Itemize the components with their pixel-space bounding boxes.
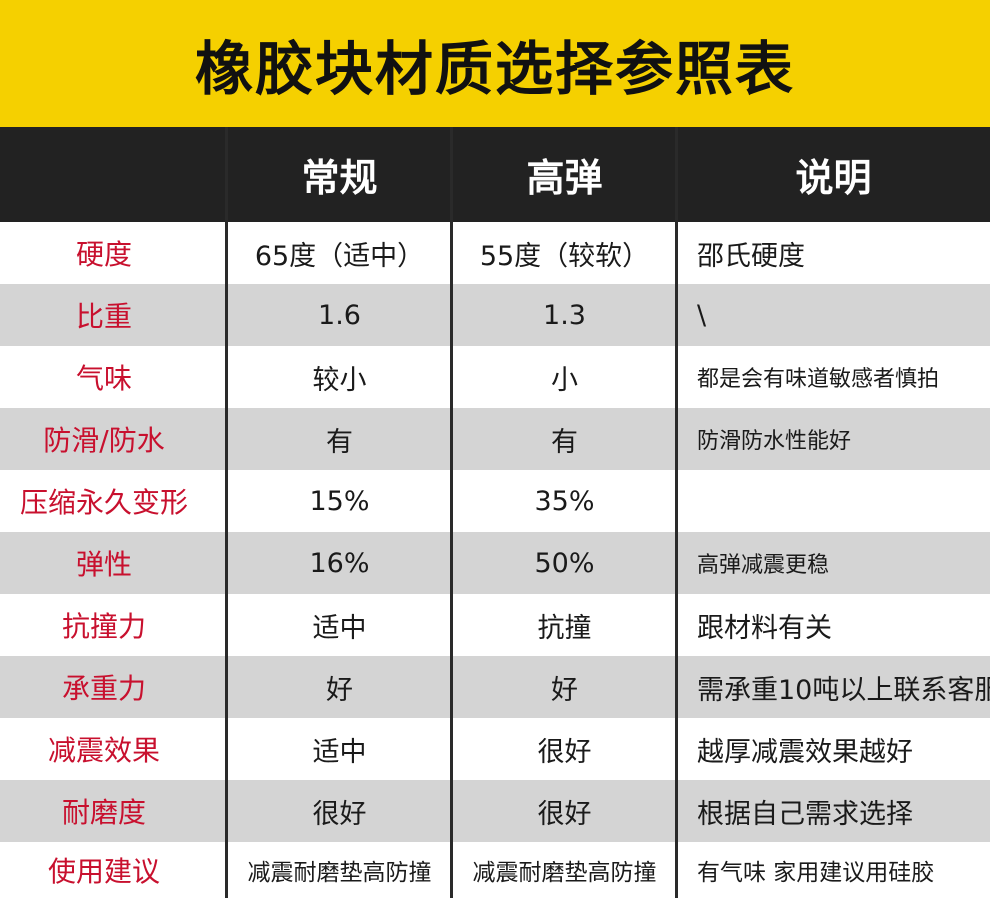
high-elastic-value: 有	[551, 426, 578, 458]
regular-value: 16%	[309, 547, 370, 579]
high-elastic-value: 好	[551, 674, 578, 706]
regular-value: 适中	[312, 612, 367, 644]
high-elastic-value: 抗撞	[537, 612, 592, 644]
high-elastic-value: 50%	[534, 547, 595, 579]
page-title: 橡胶块材质选择参照表	[194, 34, 795, 103]
table-row: 压缩永久变形 15% 35%	[0, 470, 990, 532]
description-value: 跟材料有关	[697, 612, 832, 644]
row-label: 比重	[75, 300, 132, 333]
description-value: \	[697, 299, 707, 331]
row-label: 承重力	[61, 672, 146, 705]
description-value: 高弹减震更稳	[697, 553, 830, 578]
regular-value: 适中	[312, 736, 367, 768]
regular-value: 有	[326, 426, 353, 458]
high-elastic-value: 减震耐磨垫高防撞	[472, 860, 657, 886]
regular-value: 好	[326, 674, 353, 706]
description-value: 越厚减震效果越好	[697, 736, 913, 768]
description-value: 需承重10吨以上联系客服	[697, 674, 990, 706]
table-row: 比重 1.6 1.3 \	[0, 284, 990, 346]
row-label: 气味	[75, 362, 132, 395]
description-value: 根据自己需求选择	[697, 798, 913, 830]
regular-value: 较小	[312, 364, 367, 396]
row-label: 防滑/防水	[43, 424, 165, 457]
row-label: 耐磨度	[61, 796, 146, 829]
header-cell-high-elastic: 高弹	[526, 155, 603, 200]
regular-value: 减震耐磨垫高防撞	[247, 860, 432, 886]
header-cell-empty	[0, 127, 227, 222]
description-value: 都是会有味道敏感者慎拍	[697, 367, 940, 392]
regular-value: 15%	[309, 485, 370, 517]
table-body: 硬度 65度（适中） 55度（较软） 邵氏硬度比重 1.6 1.3 \ 气味 较小 小 都是会有味道…	[0, 222, 990, 898]
row-label: 弹性	[75, 548, 132, 581]
table-row: 硬度 65度（适中） 55度（较软） 邵氏硬度	[0, 222, 990, 284]
table-row: 使用建议 减震耐磨垫高防撞 减震耐磨垫高防撞 有气味 家用建议用硅胶	[0, 842, 990, 898]
table-row: 防滑/防水 有 有 防滑防水性能好	[0, 408, 990, 470]
column-divider	[450, 127, 453, 898]
table-row: 承重力 好 好 需承重10吨以上联系客服	[0, 656, 990, 718]
table-header: 常规 高弹 说明	[0, 127, 990, 222]
high-elastic-value: 很好	[537, 798, 592, 830]
header-cell-description: 说明	[795, 155, 872, 200]
column-divider	[675, 127, 678, 898]
high-elastic-value: 55度（较软）	[479, 240, 650, 272]
high-elastic-value: 1.3	[543, 299, 586, 331]
description-value: 邵氏硬度	[697, 240, 805, 272]
regular-value: 1.6	[318, 299, 361, 331]
description-value: 有气味 家用建议用硅胶	[697, 860, 935, 886]
high-elastic-value: 小	[551, 364, 578, 396]
description-value	[677, 470, 990, 532]
regular-value: 65度（适中）	[254, 240, 425, 272]
row-label: 使用建议	[47, 855, 160, 888]
row-label: 减震效果	[47, 734, 160, 767]
row-label: 压缩永久变形	[19, 486, 188, 519]
high-elastic-value: 35%	[534, 485, 595, 517]
column-divider	[225, 127, 228, 898]
table-row: 气味 较小 小 都是会有味道敏感者慎拍	[0, 346, 990, 408]
description-value: 防滑防水性能好	[697, 429, 852, 454]
row-label: 硬度	[75, 238, 132, 271]
title-banner: 橡胶块材质选择参照表	[0, 0, 990, 127]
table-row: 耐磨度 很好 很好 根据自己需求选择	[0, 780, 990, 842]
table-row: 抗撞力 适中 抗撞 跟材料有关	[0, 594, 990, 656]
high-elastic-value: 很好	[537, 736, 592, 768]
row-label: 抗撞力	[61, 610, 146, 643]
regular-value: 很好	[312, 798, 367, 830]
header-cell-regular: 常规	[301, 155, 378, 200]
table-row: 减震效果 适中 很好 越厚减震效果越好	[0, 718, 990, 780]
table-row: 弹性 16% 50% 高弹减震更稳	[0, 532, 990, 594]
